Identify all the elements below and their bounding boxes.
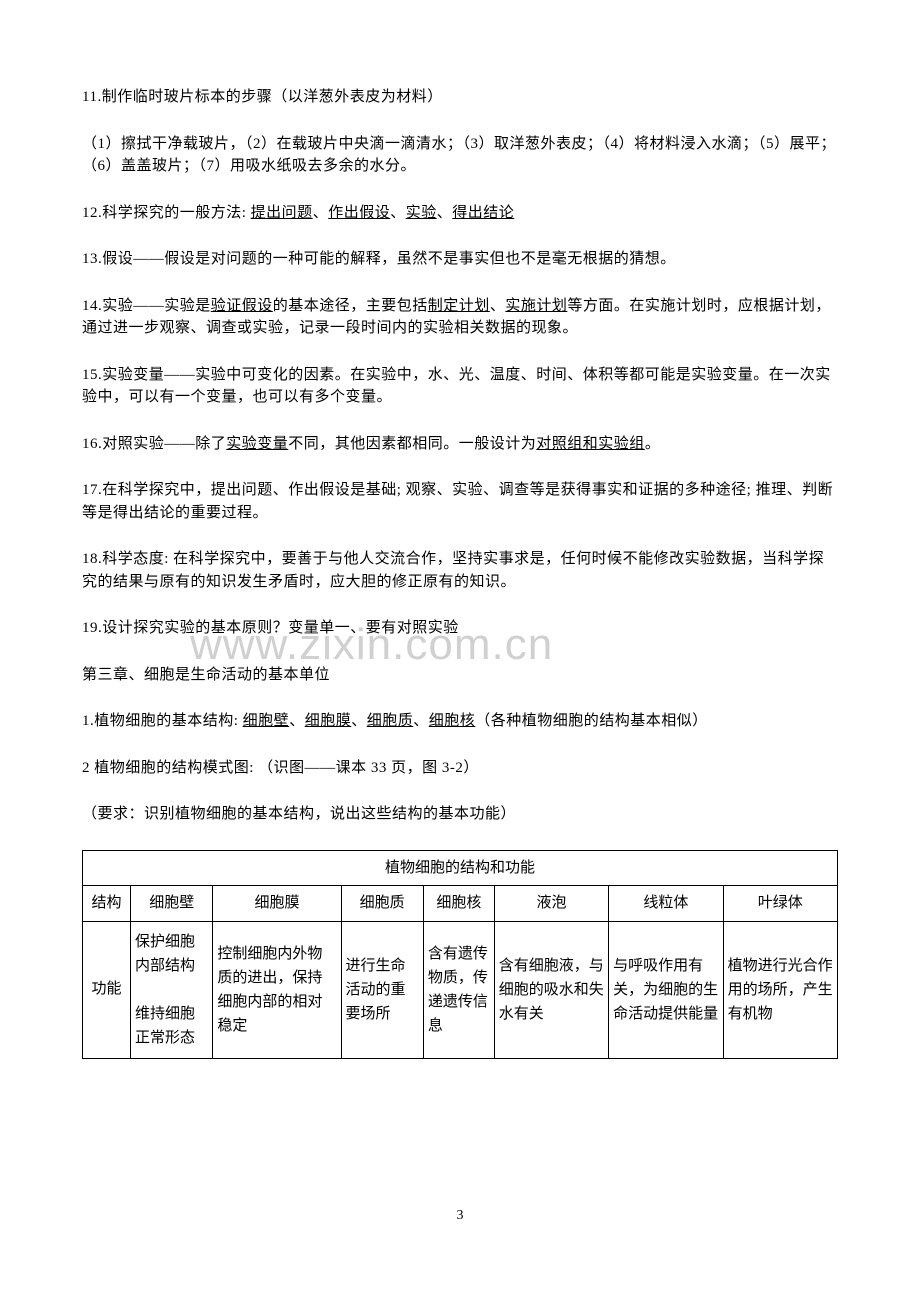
table-header-5: 液泡 xyxy=(494,886,608,922)
table-header-6: 线粒体 xyxy=(609,886,723,922)
table-header-row: 结构 细胞壁 细胞膜 细胞质 细胞核 液泡 线粒体 叶绿体 xyxy=(83,886,838,922)
paragraph-19: 19.设计探究实验的基本原则？变量单一、要有对照实验 xyxy=(82,617,838,640)
c3p1-underline-2: 细胞膜 xyxy=(305,713,352,729)
chapter-3-point-2: 2 植物细胞的结构模式图: （识图——课本 33 页，图 3-2） xyxy=(82,757,838,780)
table-header-0: 结构 xyxy=(83,886,131,922)
p12-prefix: 12.科学探究的一般方法: xyxy=(82,205,251,221)
paragraph-14: 14.实验——实验是验证假设的基本途径，主要包括制定计划、实施计划等方面。在实施… xyxy=(82,295,838,340)
func-cell-6-text: 植物进行光合作用的场所，产生有机物 xyxy=(726,950,835,1030)
paragraph-13: 13.假设——假设是对问题的一种可能的解释，虽然不是事实但也不是毫无根据的猜想。 xyxy=(82,248,838,271)
table-header-4: 细胞核 xyxy=(423,886,494,922)
paragraph-12: 12.科学探究的一般方法: 提出问题、作出假设、实验、得出结论 xyxy=(82,202,838,225)
table-func-cell-4: 含有细胞液，与细胞的吸水和失水有关 xyxy=(494,921,608,1058)
table-header-2: 细胞膜 xyxy=(213,886,341,922)
p16-underline-1: 实验变量 xyxy=(226,436,288,452)
document-content: 11.制作临时玻片标本的步骤（以洋葱外表皮为材料） （1）擦拭干净载玻片，（2）… xyxy=(82,86,838,1059)
table-func-cell-0: 保护细胞内部结构 维持细胞正常形态 xyxy=(131,921,213,1058)
p14-underline-2: 制定计划 xyxy=(428,298,490,314)
chapter-3-title: 第三章、细胞是生命活动的基本单位 xyxy=(82,664,838,687)
table-header-7: 叶绿体 xyxy=(723,886,837,922)
table-func-cell-1: 控制细胞内外物质的进出，保持细胞内部的相对稳定 xyxy=(213,921,341,1058)
table-header-1: 细胞壁 xyxy=(131,886,213,922)
paragraph-16: 16.对照实验——除了实验变量不同，其他因素都相同。一般设计为对照组和实验组。 xyxy=(82,433,838,456)
table-func-cell-3: 含有遗传物质，传递遗传信息 xyxy=(423,921,494,1058)
func-cell-4-text: 含有细胞液，与细胞的吸水和失水有关 xyxy=(497,950,606,1030)
page-number: 3 xyxy=(0,1205,920,1226)
p16-underline-2: 对照组和实验组 xyxy=(536,436,645,452)
table-func-label: 功能 xyxy=(83,921,131,1058)
p14-mid1: 的基本途径，主要包括 xyxy=(273,298,428,314)
paragraph-15: 15.实验变量——实验中可变化的因素。在实验中，水、光、温度、时间、体积等都可能… xyxy=(82,364,838,409)
p12-underline-4: 得出结论 xyxy=(452,205,514,221)
p12-underline-1: 提出问题 xyxy=(251,205,313,221)
func-cell-0-text: 保护细胞内部结构 维持细胞正常形态 xyxy=(133,926,210,1054)
p16-suffix: 。 xyxy=(645,436,661,452)
table-title-cell: 植物细胞的结构和功能 xyxy=(83,850,838,886)
table-header-3: 细胞质 xyxy=(341,886,423,922)
func-cell-3-text: 含有遗传物质，传递遗传信息 xyxy=(426,938,492,1042)
p14-underline-1: 验证假设 xyxy=(211,298,273,314)
paragraph-11-sub: （1）擦拭干净载玻片，（2）在载玻片中央滴一滴清水；（3）取洋葱外表皮；（4）将… xyxy=(82,133,838,178)
func-cell-5-text: 与呼吸作用有关，为细胞的生命活动提供能量 xyxy=(611,950,720,1030)
chapter-3-point-3: （要求：识别植物细胞的基本结构，说出这些结构的基本功能） xyxy=(82,803,838,826)
c3p1-suffix: （各种植物细胞的结构基本相似） xyxy=(475,713,708,729)
table-func-cell-2: 进行生命活动的重要场所 xyxy=(341,921,423,1058)
table-title-row: 植物细胞的结构和功能 xyxy=(83,850,838,886)
plant-cell-table: 植物细胞的结构和功能 结构 细胞壁 细胞膜 细胞质 细胞核 液泡 线粒体 叶绿体… xyxy=(82,850,838,1059)
p16-prefix: 16.对照实验——除了 xyxy=(82,436,226,452)
paragraph-11: 11.制作临时玻片标本的步骤（以洋葱外表皮为材料） xyxy=(82,86,838,109)
p12-underline-2: 作出假设 xyxy=(328,205,390,221)
p14-prefix: 14.实验——实验是 xyxy=(82,298,211,314)
p16-mid: 不同，其他因素都相同。一般设计为 xyxy=(288,436,536,452)
table-func-cell-5: 与呼吸作用有关，为细胞的生命活动提供能量 xyxy=(609,921,723,1058)
func-cell-1-text: 控制细胞内外物质的进出，保持细胞内部的相对稳定 xyxy=(215,938,338,1042)
p12-underline-3: 实验 xyxy=(406,205,437,221)
p14-underline-3: 实施计划 xyxy=(505,298,567,314)
c3p1-underline-1: 细胞壁 xyxy=(243,713,290,729)
paragraph-17: 17.在科学探究中，提出问题、作出假设是基础; 观察、实验、调查等是获得事实和证… xyxy=(82,479,838,524)
chapter-3-point-1: 1.植物细胞的基本结构: 细胞壁、细胞膜、细胞质、细胞核（各种植物细胞的结构基本… xyxy=(82,710,838,733)
c3p1-underline-4: 细胞核 xyxy=(429,713,476,729)
c3p1-underline-3: 细胞质 xyxy=(367,713,414,729)
table-function-row: 功能 保护细胞内部结构 维持细胞正常形态 控制细胞内外物质的进出，保持细胞内部的… xyxy=(83,921,838,1058)
func-cell-2-text: 进行生命活动的重要场所 xyxy=(344,950,421,1030)
table-func-cell-6: 植物进行光合作用的场所，产生有机物 xyxy=(723,921,837,1058)
paragraph-18: 18.科学态度: 在科学探究中，要善于与他人交流合作，坚持实事求是，任何时候不能… xyxy=(82,548,838,593)
c3p1-prefix: 1.植物细胞的基本结构: xyxy=(82,713,243,729)
p14-mid2: 、 xyxy=(490,298,506,314)
